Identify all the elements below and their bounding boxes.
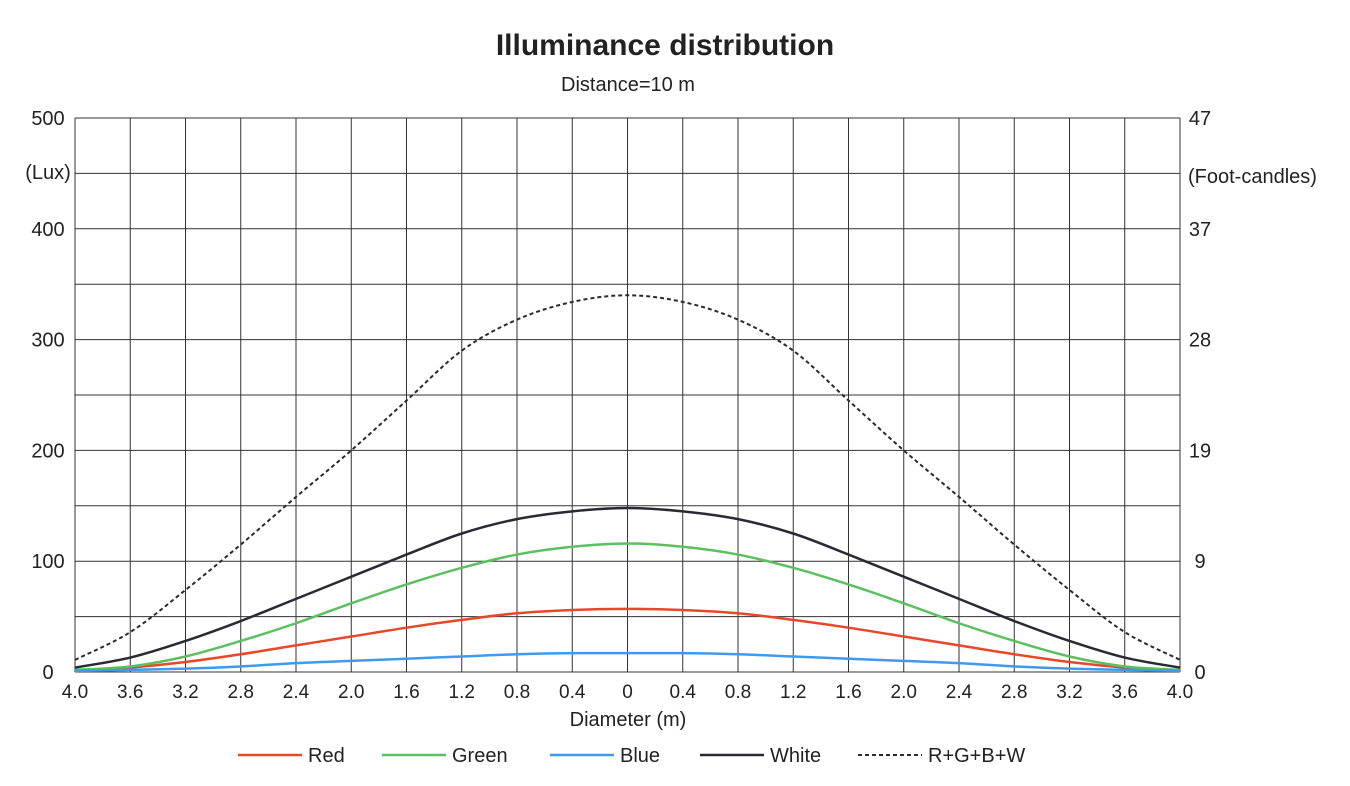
- x-tick-label: 0: [622, 682, 633, 703]
- y-tick-label: 0: [42, 662, 53, 684]
- x-tick-label: 2.4: [283, 682, 310, 703]
- x-tick-label: 0.4: [559, 682, 586, 703]
- series-line-blue: [74, 651, 1181, 673]
- x-tick-label: 0.8: [725, 682, 751, 703]
- x-tick-label: 1.2: [780, 682, 806, 703]
- legend-label: Blue: [620, 745, 660, 767]
- legend-label: Green: [452, 745, 508, 767]
- x-tick-label: 4.0: [1167, 682, 1193, 703]
- legend-label: Red: [308, 745, 345, 767]
- x-tick-label: 2.0: [891, 682, 917, 703]
- x-tick-label: 0.8: [504, 682, 530, 703]
- y-tick-label: 400: [31, 219, 64, 241]
- x-tick-label: 4.0: [62, 682, 88, 703]
- x-tick-label: 2.4: [946, 682, 973, 703]
- y-tick-label: 200: [31, 440, 64, 462]
- y-right-tick-label: 47: [1189, 108, 1211, 130]
- y-axis-label: (Lux): [25, 162, 71, 184]
- y-right-tick-label: 37: [1189, 219, 1211, 241]
- x-tick-label: 1.2: [449, 682, 475, 703]
- x-tick-label: 0.4: [670, 682, 697, 703]
- chart-title: Illuminance distribution: [496, 29, 834, 62]
- x-tick-label: 3.2: [1056, 682, 1082, 703]
- y-right-tick-label: 9: [1194, 551, 1205, 573]
- x-tick-label: 2.8: [1001, 682, 1027, 703]
- legend-label: White: [770, 745, 821, 767]
- y-right-tick-label: 19: [1189, 440, 1211, 462]
- x-tick-label: 1.6: [393, 682, 419, 703]
- x-tick-label: 3.2: [172, 682, 198, 703]
- x-tick-label: 2.0: [338, 682, 364, 703]
- y-tick-label: 300: [31, 330, 64, 352]
- y-right-tick-label: 28: [1189, 330, 1211, 352]
- x-tick-label: 3.6: [1112, 682, 1138, 703]
- y-tick-label: 100: [31, 551, 64, 573]
- series-line-green: [74, 542, 1181, 672]
- x-tick-label: 2.8: [228, 682, 254, 703]
- x-tick-label: 1.6: [835, 682, 861, 703]
- legend-label: R+G+B+W: [928, 745, 1025, 767]
- y-right-axis-label: (Foot-candles): [1188, 166, 1317, 188]
- series-line-red: [74, 607, 1181, 673]
- series-line-r-g-b-w: [74, 294, 1181, 661]
- chart-subtitle: Distance=10 m: [561, 74, 695, 96]
- y-right-tick-label: 0: [1194, 662, 1205, 684]
- x-axis-label: Diameter (m): [570, 709, 687, 731]
- series-line-white: [74, 506, 1181, 669]
- y-tick-label: 500: [31, 108, 64, 130]
- x-tick-label: 3.6: [117, 682, 143, 703]
